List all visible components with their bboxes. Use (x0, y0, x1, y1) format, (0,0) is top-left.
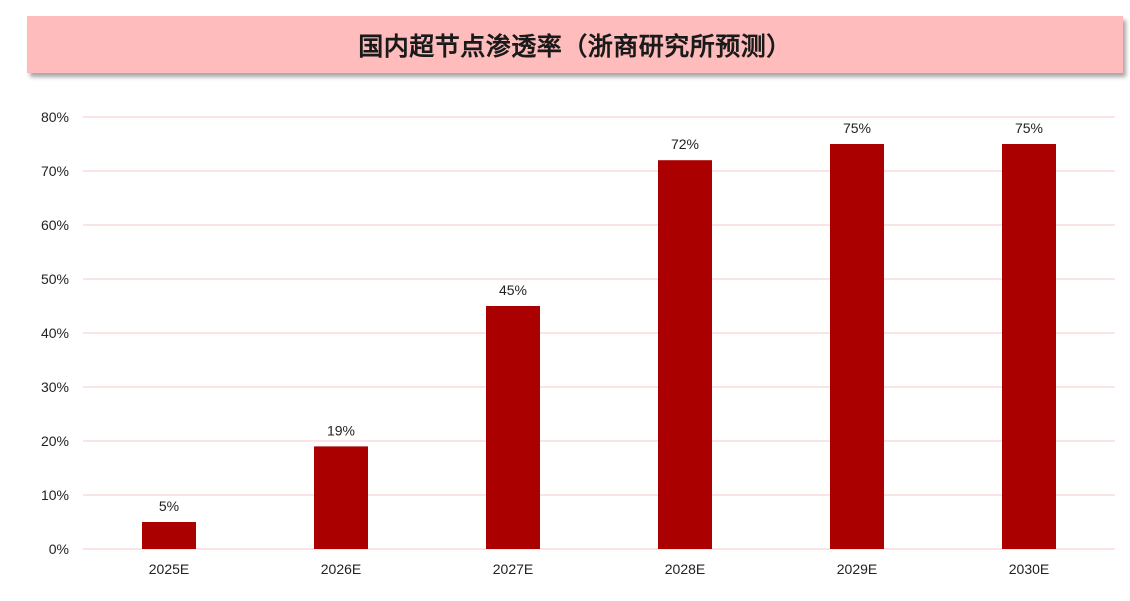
data-label: 45% (499, 282, 527, 298)
x-tick-label: 2028E (665, 561, 705, 577)
x-tick-label: 2025E (149, 561, 189, 577)
data-label: 75% (843, 120, 871, 136)
y-tick-label: 70% (41, 163, 69, 179)
bars (142, 144, 1056, 549)
bar (314, 446, 368, 549)
chart-title: 国内超节点渗透率（浙商研究所预测） (358, 31, 792, 61)
x-tick-label: 2030E (1009, 561, 1049, 577)
data-labels: 5% 19% 45% 72% 75% 75% (159, 120, 1043, 514)
bar (142, 522, 196, 549)
y-tick-label: 30% (41, 379, 69, 395)
y-tick-label: 40% (41, 325, 69, 341)
data-label: 5% (159, 498, 179, 514)
data-label: 72% (671, 136, 699, 152)
y-tick-label: 10% (41, 487, 69, 503)
bar (486, 306, 540, 549)
gridlines (83, 116, 1115, 550)
x-tick-label: 2027E (493, 561, 533, 577)
x-tick-label: 2029E (837, 561, 877, 577)
x-axis-tick-labels: 2025E 2026E 2027E 2028E 2029E 2030E (149, 561, 1049, 577)
y-tick-label: 60% (41, 217, 69, 233)
y-tick-label: 50% (41, 271, 69, 287)
data-label: 75% (1015, 120, 1043, 136)
y-axis-tick-labels: 0% 10% 20% 30% 40% 50% 60% 70% 80% (41, 109, 69, 557)
x-tick-label: 2026E (321, 561, 361, 577)
chart-title-banner: 国内超节点渗透率（浙商研究所预测） (27, 16, 1123, 73)
y-tick-label: 0% (49, 541, 69, 557)
y-tick-label: 20% (41, 433, 69, 449)
data-label: 19% (327, 422, 355, 438)
bar (658, 160, 712, 549)
bar (1002, 144, 1056, 549)
bar (830, 144, 884, 549)
y-tick-label: 80% (41, 109, 69, 125)
